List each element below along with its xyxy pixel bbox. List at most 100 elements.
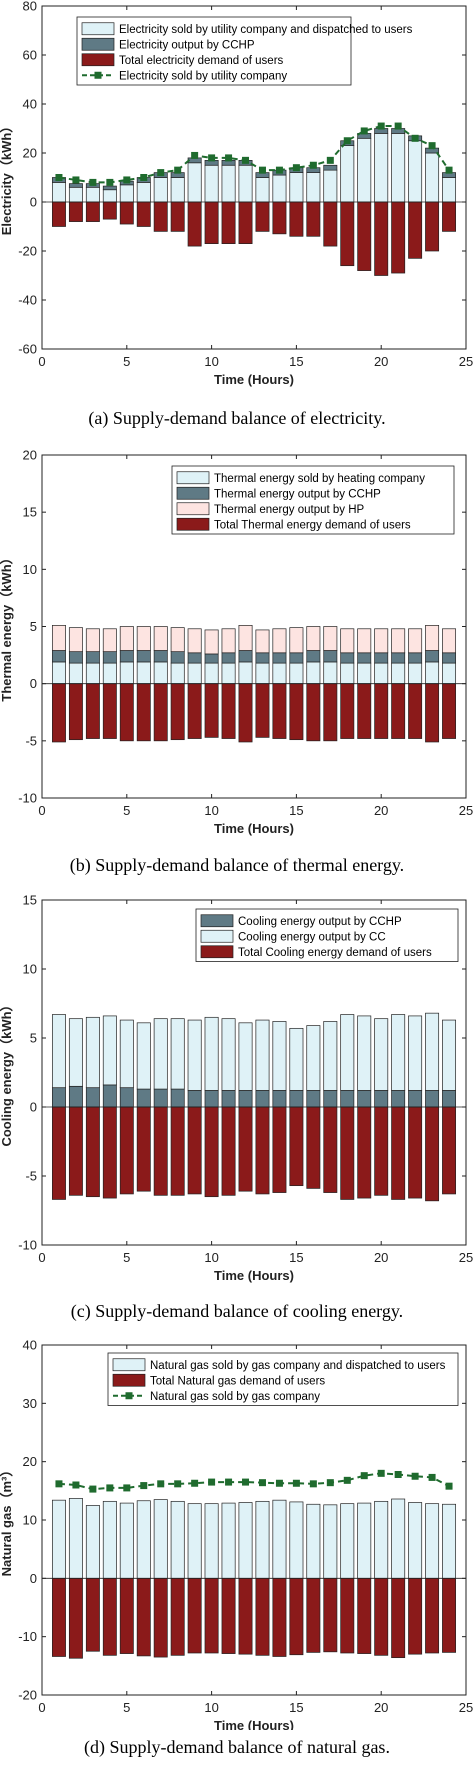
bar: [136, 182, 151, 203]
bar: [357, 683, 372, 739]
bar: [221, 1106, 236, 1196]
x-tick-label: 5: [123, 1250, 130, 1265]
line-point: [191, 151, 199, 159]
x-tick-label: 0: [38, 354, 45, 369]
bar: [204, 662, 219, 685]
x-tick-label: 20: [374, 1250, 388, 1265]
legend-label: Total Thermal energy demand of users: [214, 519, 411, 531]
line-point: [292, 164, 300, 172]
bar: [170, 1106, 185, 1196]
bar: [102, 628, 117, 653]
bar: [153, 201, 168, 232]
bar: [204, 1090, 219, 1108]
bar: [68, 201, 83, 222]
bar: [272, 1090, 287, 1108]
bar: [51, 182, 66, 203]
bar: [323, 164, 338, 171]
bar: [119, 683, 134, 742]
line-point: [377, 122, 385, 130]
x-tick-label: 5: [123, 354, 130, 369]
legend-label: Thermal energy output by CCHP: [214, 488, 381, 500]
bar: [51, 661, 66, 685]
line-point: [343, 1476, 351, 1484]
line-point: [411, 1472, 419, 1480]
bar: [289, 683, 304, 741]
y-tick-label: -5: [25, 1169, 37, 1184]
bar: [119, 661, 134, 685]
bar: [408, 652, 423, 664]
y-tick-label: 60: [23, 48, 37, 63]
bar: [357, 1502, 372, 1579]
bar: [289, 1577, 304, 1656]
bar: [170, 651, 185, 664]
bar: [442, 628, 457, 654]
bar: [136, 626, 151, 651]
legend-swatch: [176, 502, 210, 516]
line-point: [394, 1471, 402, 1478]
bar: [289, 1106, 304, 1187]
bar: [187, 1577, 202, 1654]
bar: [119, 184, 134, 203]
bar: [340, 683, 355, 739]
y-axis-label: Cooling energy（kWh）: [0, 998, 14, 1146]
bar: [187, 162, 202, 203]
bar: [221, 1577, 236, 1654]
legend-label: Natural gas sold by gas company: [150, 1391, 320, 1403]
x-tick-label: 20: [374, 354, 388, 369]
legend-swatch: [112, 1358, 146, 1372]
plot-frame: [41, 5, 467, 350]
y-tick-label: 80: [23, 0, 37, 14]
bar: [408, 1577, 423, 1655]
line-point: [360, 1472, 368, 1480]
bar: [204, 1577, 219, 1654]
bar: [153, 650, 168, 663]
line-point: [309, 161, 317, 169]
line-point: [411, 134, 419, 142]
bar: [204, 201, 219, 245]
bar: [357, 137, 372, 203]
line-point: [309, 1480, 317, 1488]
line-point: [89, 1485, 97, 1493]
bar: [442, 1106, 457, 1195]
bar: [272, 1577, 287, 1657]
line-point: [326, 156, 334, 164]
bar: [85, 1016, 100, 1089]
bar: [119, 626, 134, 651]
bar: [221, 683, 236, 739]
x-tick-label: 15: [289, 1250, 303, 1265]
bar: [340, 145, 355, 203]
bar: [272, 1021, 287, 1091]
x-axis-label: Time (Hours): [214, 1268, 294, 1283]
line-point: [377, 1469, 385, 1477]
bar: [153, 1499, 168, 1579]
series-line: [58, 1472, 450, 1491]
bar: [187, 662, 202, 685]
bar: [323, 1021, 338, 1091]
bar: [153, 1018, 168, 1090]
bar: [153, 626, 168, 651]
bar: [68, 1498, 83, 1579]
bar: [204, 1106, 219, 1198]
bar: [306, 1577, 321, 1653]
bar: [323, 661, 338, 685]
bar: [204, 629, 219, 655]
line-point: [123, 1484, 131, 1492]
x-tick-label: 10: [204, 1700, 218, 1715]
bar: [238, 683, 253, 743]
line-point: [174, 166, 182, 174]
bar: [119, 650, 134, 663]
bar: [153, 661, 168, 685]
legend-swatch: [200, 914, 234, 928]
bar: [357, 201, 372, 271]
figure-caption: (d) Supply-demand balance of natural gas…: [84, 1737, 390, 1757]
bar: [357, 652, 372, 664]
bar: [374, 1106, 389, 1196]
y-tick-label: 10: [23, 1513, 37, 1528]
bar: [306, 172, 321, 203]
bar: [340, 662, 355, 685]
y-tick-label: -10: [18, 791, 37, 806]
bar: [408, 1090, 423, 1108]
bar: [408, 1106, 423, 1199]
bar: [170, 662, 185, 685]
